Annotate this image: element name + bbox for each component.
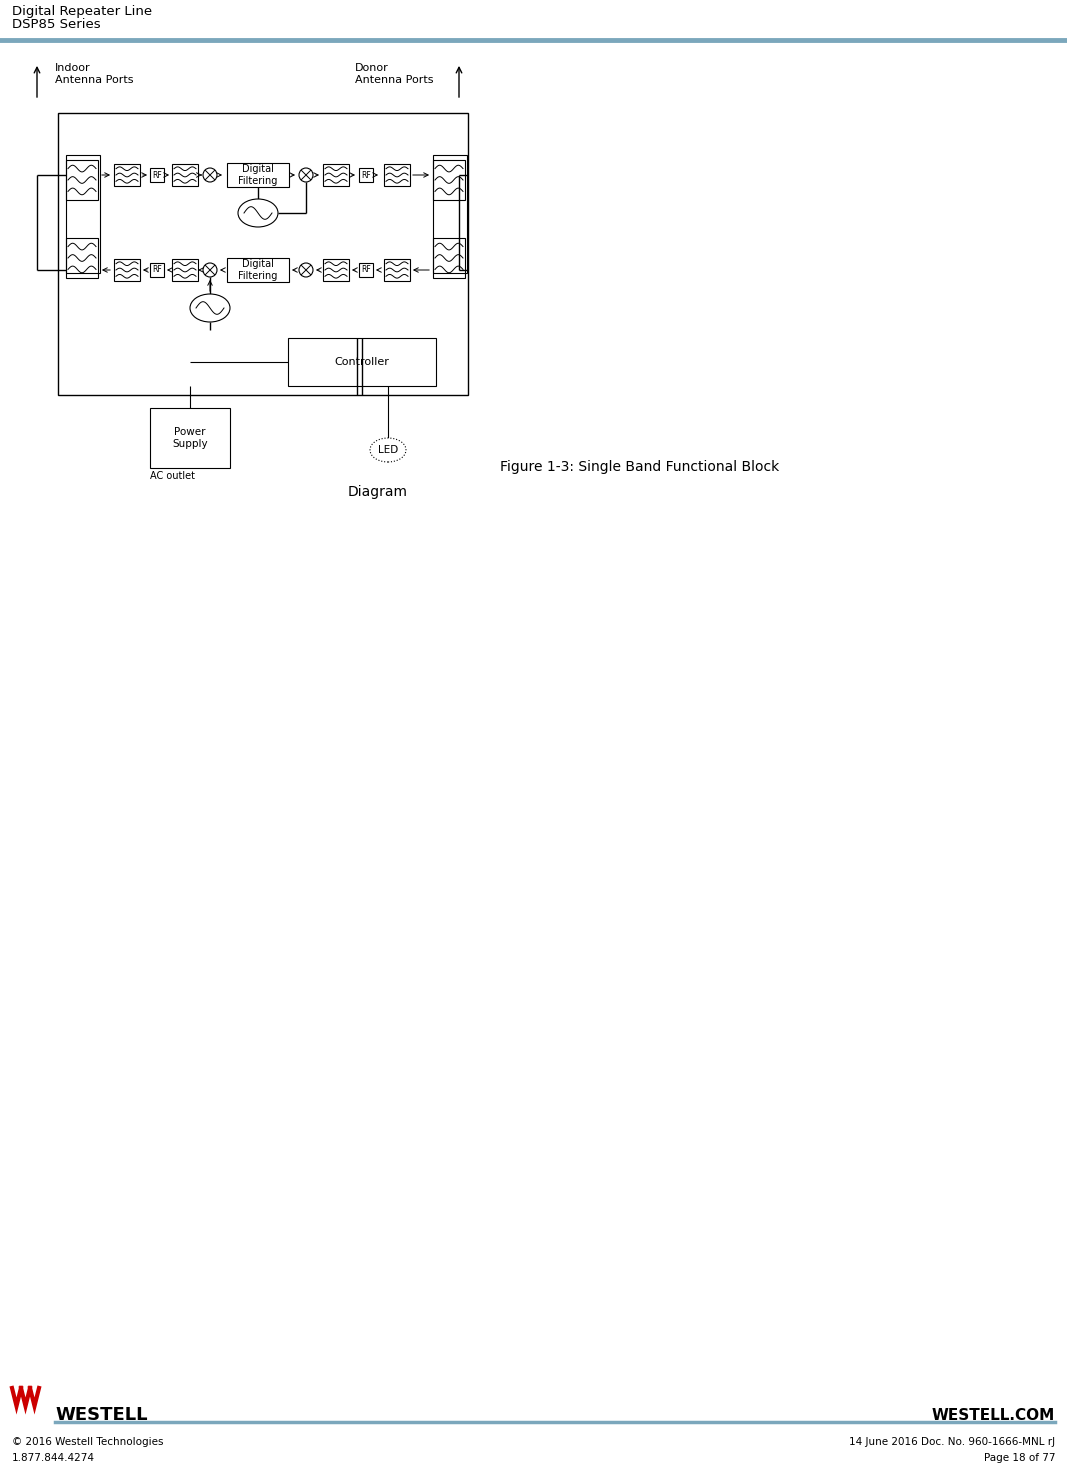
Bar	[58, 114, 468, 395]
Bar	[433, 237, 465, 277]
Ellipse shape	[370, 438, 407, 462]
Circle shape	[203, 168, 217, 181]
Circle shape	[203, 263, 217, 277]
Text: DSP85 Series: DSP85 Series	[12, 18, 100, 31]
Text: Page 18 of 77: Page 18 of 77	[984, 1453, 1055, 1463]
Text: © 2016 Westell Technologies: © 2016 Westell Technologies	[12, 1437, 163, 1447]
Text: RF: RF	[361, 171, 371, 180]
Text: LED: LED	[378, 445, 398, 454]
Bar	[114, 260, 140, 282]
Bar	[172, 164, 198, 186]
Bar	[359, 168, 373, 181]
Text: WESTELL: WESTELL	[55, 1406, 147, 1423]
Bar	[66, 237, 98, 277]
Text: Figure 1-3: Single Band Functional Block: Figure 1-3: Single Band Functional Block	[500, 460, 779, 473]
Text: RF: RF	[153, 266, 162, 274]
Bar	[227, 258, 289, 282]
Bar	[114, 164, 140, 186]
Text: Digital
Filtering: Digital Filtering	[238, 260, 277, 280]
Bar	[433, 155, 467, 273]
Text: RF: RF	[153, 171, 162, 180]
Text: 14 June 2016 Doc. No. 960-1666-MNL rJ: 14 June 2016 Doc. No. 960-1666-MNL rJ	[849, 1437, 1055, 1447]
Bar	[150, 263, 164, 277]
Text: Indoor
Antenna Ports: Indoor Antenna Ports	[55, 63, 133, 86]
Bar	[150, 168, 164, 181]
Text: RF: RF	[361, 266, 371, 274]
Bar	[323, 164, 349, 186]
Text: Digital Repeater Line: Digital Repeater Line	[12, 4, 153, 18]
Text: Donor
Antenna Ports: Donor Antenna Ports	[355, 63, 433, 86]
Ellipse shape	[238, 199, 278, 227]
Bar	[227, 164, 289, 187]
Bar	[433, 159, 465, 201]
Bar	[384, 260, 410, 282]
Bar	[66, 159, 98, 201]
Text: 1.877.844.4274: 1.877.844.4274	[12, 1453, 95, 1463]
Text: Power
Supply: Power Supply	[172, 428, 208, 448]
Text: AC outlet: AC outlet	[150, 471, 195, 481]
Bar	[288, 338, 436, 386]
Circle shape	[299, 263, 313, 277]
Bar	[384, 164, 410, 186]
Bar	[359, 263, 373, 277]
Text: WESTELL.COM: WESTELL.COM	[931, 1407, 1055, 1422]
Bar	[172, 260, 198, 282]
Ellipse shape	[190, 294, 230, 322]
Circle shape	[299, 168, 313, 181]
Bar	[66, 155, 100, 273]
Text: Controller: Controller	[335, 357, 389, 367]
Bar	[150, 409, 230, 468]
Bar	[323, 260, 349, 282]
Text: Diagram: Diagram	[348, 485, 408, 499]
Text: Digital
Filtering: Digital Filtering	[238, 164, 277, 186]
